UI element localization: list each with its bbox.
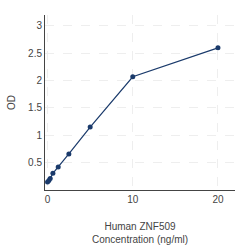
svg-text:2.5: 2.5 (28, 48, 42, 59)
svg-text:10: 10 (127, 194, 139, 205)
svg-text:0: 0 (45, 194, 51, 205)
svg-text:2: 2 (36, 75, 42, 86)
svg-text:Human ZNF509Concentration (ng/: Human ZNF509Concentration (ng/ml) (92, 221, 188, 245)
svg-text:20: 20 (212, 194, 224, 205)
svg-text:1.5: 1.5 (28, 102, 42, 113)
svg-text:1: 1 (36, 130, 42, 141)
svg-text:0.5: 0.5 (28, 157, 42, 168)
svg-text:OD: OD (6, 95, 17, 110)
svg-text:3: 3 (36, 20, 42, 31)
